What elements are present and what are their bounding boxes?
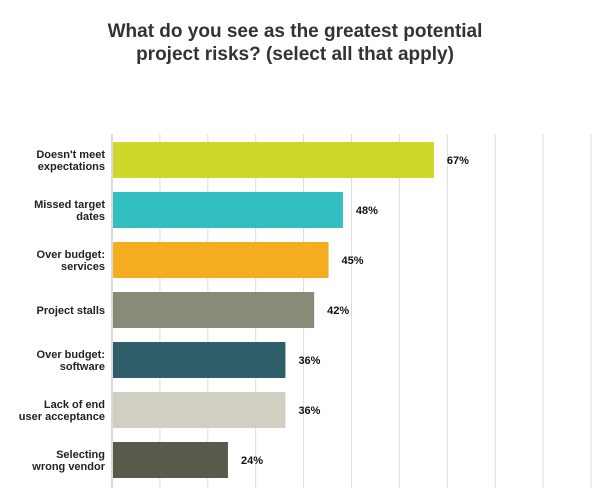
bar xyxy=(113,342,286,378)
category-label: Selecting wrong vendor xyxy=(31,449,105,473)
category-label: Missed target dates xyxy=(34,199,105,223)
data-label: 36% xyxy=(298,355,320,367)
data-label: 36% xyxy=(298,405,320,417)
category-label: Doesn't meet expectations xyxy=(36,149,105,173)
bar xyxy=(113,242,329,278)
data-label: 67% xyxy=(447,155,469,167)
bar xyxy=(113,142,434,178)
category-label: Project stalls xyxy=(37,305,105,317)
data-label: 42% xyxy=(327,305,349,317)
chart-title: What do you see as the greatest potentia… xyxy=(107,21,483,65)
data-label: 24% xyxy=(241,455,263,467)
category-label: Over budget: software xyxy=(37,349,105,373)
bar xyxy=(113,392,286,428)
data-label: 45% xyxy=(342,255,364,267)
bar xyxy=(113,292,315,328)
category-labels: Doesn't meet expectations Missed target dat… xyxy=(19,149,106,473)
category-label: Over budget: services xyxy=(37,249,105,273)
category-label: Lack of end user acceptance xyxy=(19,399,105,423)
bar xyxy=(113,442,228,478)
data-label: 48% xyxy=(356,205,378,217)
bar xyxy=(113,192,343,228)
bars xyxy=(113,142,434,478)
value-labels: 67% 48% 45% 42% 36% 36% 24% xyxy=(241,155,469,467)
